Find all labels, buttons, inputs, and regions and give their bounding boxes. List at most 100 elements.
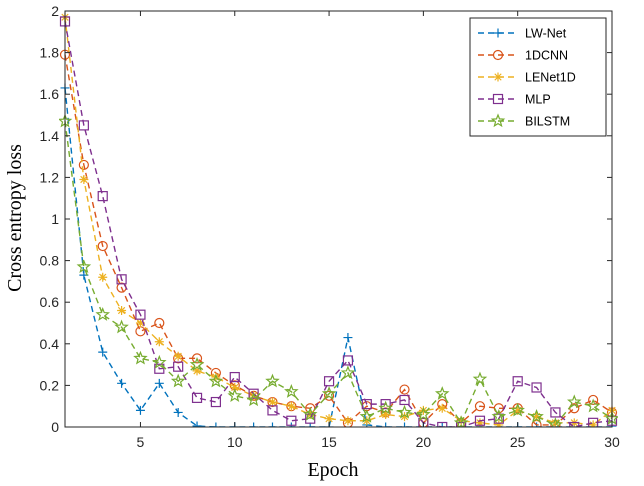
data-point-mlp-9 bbox=[210, 396, 221, 408]
data-point-lw-net-9 bbox=[211, 422, 221, 427]
data-point-bilstm-18 bbox=[378, 400, 393, 415]
legend-item-bilstm: BILSTM bbox=[478, 113, 570, 129]
data-point-1dcnn-2 bbox=[78, 159, 89, 171]
data-point-bilstm-9 bbox=[208, 373, 224, 388]
legend-marker-bilstm bbox=[490, 113, 506, 128]
data-point-bilstm-17 bbox=[359, 408, 375, 423]
data-point-bilstm-24 bbox=[491, 408, 507, 423]
legend-item-mlp: MLP bbox=[478, 93, 551, 107]
data-point-lw-net-14 bbox=[305, 422, 315, 427]
y-tick-label-6: 1.2 bbox=[40, 169, 60, 185]
y-tick-label-0: 0 bbox=[51, 419, 59, 435]
data-point-mlp-24 bbox=[493, 413, 504, 424]
data-point-lenet1d-2 bbox=[79, 174, 89, 184]
data-point-mlp-8 bbox=[191, 392, 203, 403]
data-point-lenet1d-23 bbox=[475, 418, 485, 427]
data-point-lenet1d-17 bbox=[362, 416, 372, 426]
data-point-lenet1d-22 bbox=[456, 416, 466, 426]
data-point-bilstm-23 bbox=[472, 371, 488, 386]
data-point-bilstm-22 bbox=[453, 415, 469, 427]
data-point-lenet1d-8 bbox=[192, 366, 202, 376]
data-point-lenet1d-10 bbox=[230, 382, 240, 392]
data-point-bilstm-10 bbox=[227, 388, 243, 402]
data-point-lenet1d-11 bbox=[249, 391, 259, 401]
data-point-bilstm-21 bbox=[434, 386, 450, 400]
data-point-bilstm-29 bbox=[585, 398, 601, 413]
legend-label-lw-net: LW-Net bbox=[525, 27, 567, 41]
data-point-bilstm-15 bbox=[321, 386, 337, 400]
data-point-lenet1d-27 bbox=[550, 418, 560, 427]
data-point-bilstm-19 bbox=[397, 404, 412, 419]
data-point-1dcnn-19 bbox=[399, 384, 410, 395]
y-tick-label-5: 1 bbox=[51, 211, 59, 227]
data-point-lenet1d-21 bbox=[437, 403, 447, 413]
data-point-mlp-3 bbox=[97, 191, 108, 202]
data-point-mlp-17 bbox=[361, 399, 372, 410]
data-point-bilstm-27 bbox=[548, 417, 563, 427]
data-point-mlp-6 bbox=[154, 363, 165, 374]
data-point-bilstm-12 bbox=[265, 373, 280, 388]
data-point-bilstm-2 bbox=[76, 259, 92, 274]
data-point-mlp-2 bbox=[78, 120, 89, 131]
data-point-lenet1d-16 bbox=[343, 416, 353, 426]
data-point-lw-net-7 bbox=[173, 407, 183, 417]
data-point-lenet1d-3 bbox=[98, 272, 108, 282]
data-point-mlp-18 bbox=[380, 399, 391, 410]
data-point-mlp-7 bbox=[173, 361, 184, 372]
data-point-mlp-15 bbox=[323, 376, 335, 387]
legend: LW-Net 1DCNN LENet1D MLP BILSTM bbox=[469, 17, 607, 137]
legend-label-lenet1d: LENet1D bbox=[525, 71, 576, 85]
data-point-1dcnn-29 bbox=[588, 394, 599, 406]
data-point-lenet1d-24 bbox=[494, 420, 504, 427]
x-tick-label-25: 25 bbox=[510, 434, 526, 450]
data-point-mlp-21 bbox=[437, 421, 448, 427]
legend-item-lenet1d: LENet1D bbox=[478, 71, 576, 85]
data-point-bilstm-13 bbox=[284, 383, 299, 398]
data-point-bilstm-8 bbox=[189, 356, 205, 371]
data-point-lenet1d-4 bbox=[117, 306, 127, 316]
series-line-lw-net bbox=[64, 87, 612, 427]
data-point-lw-net-11 bbox=[249, 422, 259, 427]
data-point-1dcnn-15 bbox=[323, 390, 335, 401]
data-point-1dcnn-8 bbox=[191, 353, 203, 364]
data-point-lenet1d-29 bbox=[588, 420, 598, 427]
data-point-bilstm-5 bbox=[133, 350, 148, 365]
data-point-lw-net-18 bbox=[381, 422, 391, 427]
data-point-mlp-10 bbox=[229, 371, 240, 383]
y-tick-label-4: 0.8 bbox=[40, 253, 60, 269]
data-point-mlp-19 bbox=[399, 394, 410, 406]
x-axis-title: Epoch bbox=[307, 459, 358, 481]
data-point-mlp-11 bbox=[248, 388, 259, 399]
x-tick-label-20: 20 bbox=[416, 434, 432, 450]
series-line-mlp bbox=[64, 21, 613, 427]
data-point-bilstm-4 bbox=[114, 319, 129, 334]
y-tick-label-1: 0.2 bbox=[40, 377, 60, 393]
data-point-lw-net-19 bbox=[400, 422, 410, 427]
data-point-bilstm-28 bbox=[567, 394, 582, 409]
legend-label-bilstm: BILSTM bbox=[525, 115, 570, 129]
data-point-lenet1d-13 bbox=[286, 401, 296, 411]
data-point-lenet1d-26 bbox=[532, 412, 542, 422]
data-point-lenet1d-25 bbox=[513, 405, 523, 415]
data-point-mlp-26 bbox=[531, 382, 542, 393]
y-tick-label-10: 2 bbox=[51, 3, 59, 19]
data-point-lw-net-6 bbox=[154, 378, 164, 388]
data-point-1dcnn-3 bbox=[97, 240, 108, 252]
x-tick-label-15: 15 bbox=[321, 434, 337, 450]
data-point-bilstm-7 bbox=[170, 373, 186, 388]
legend-marker-lw-net bbox=[493, 28, 503, 38]
data-point-lenet1d-20 bbox=[418, 405, 428, 415]
legend-marker-mlp bbox=[492, 93, 504, 105]
data-point-mlp-23 bbox=[474, 415, 486, 426]
data-point-lw-net-3 bbox=[98, 347, 108, 357]
data-point-lenet1d-19 bbox=[400, 412, 410, 422]
data-point-mlp-5 bbox=[135, 309, 146, 320]
y-tick-label-9: 1.8 bbox=[40, 45, 60, 61]
data-point-mlp-12 bbox=[267, 405, 278, 416]
data-point-mlp-27 bbox=[550, 407, 561, 418]
data-point-lw-net-4 bbox=[117, 378, 127, 388]
data-point-mlp-25 bbox=[512, 376, 523, 387]
axes-layer: 5 10 15 20 25 30 0 0.2 0.4 0.6 0.8 1 1.2 1.4 1.6 1.8 2 bbox=[40, 3, 620, 450]
data-point-bilstm-20 bbox=[416, 406, 431, 421]
legend-item-lw-net: LW-Net bbox=[478, 27, 567, 41]
